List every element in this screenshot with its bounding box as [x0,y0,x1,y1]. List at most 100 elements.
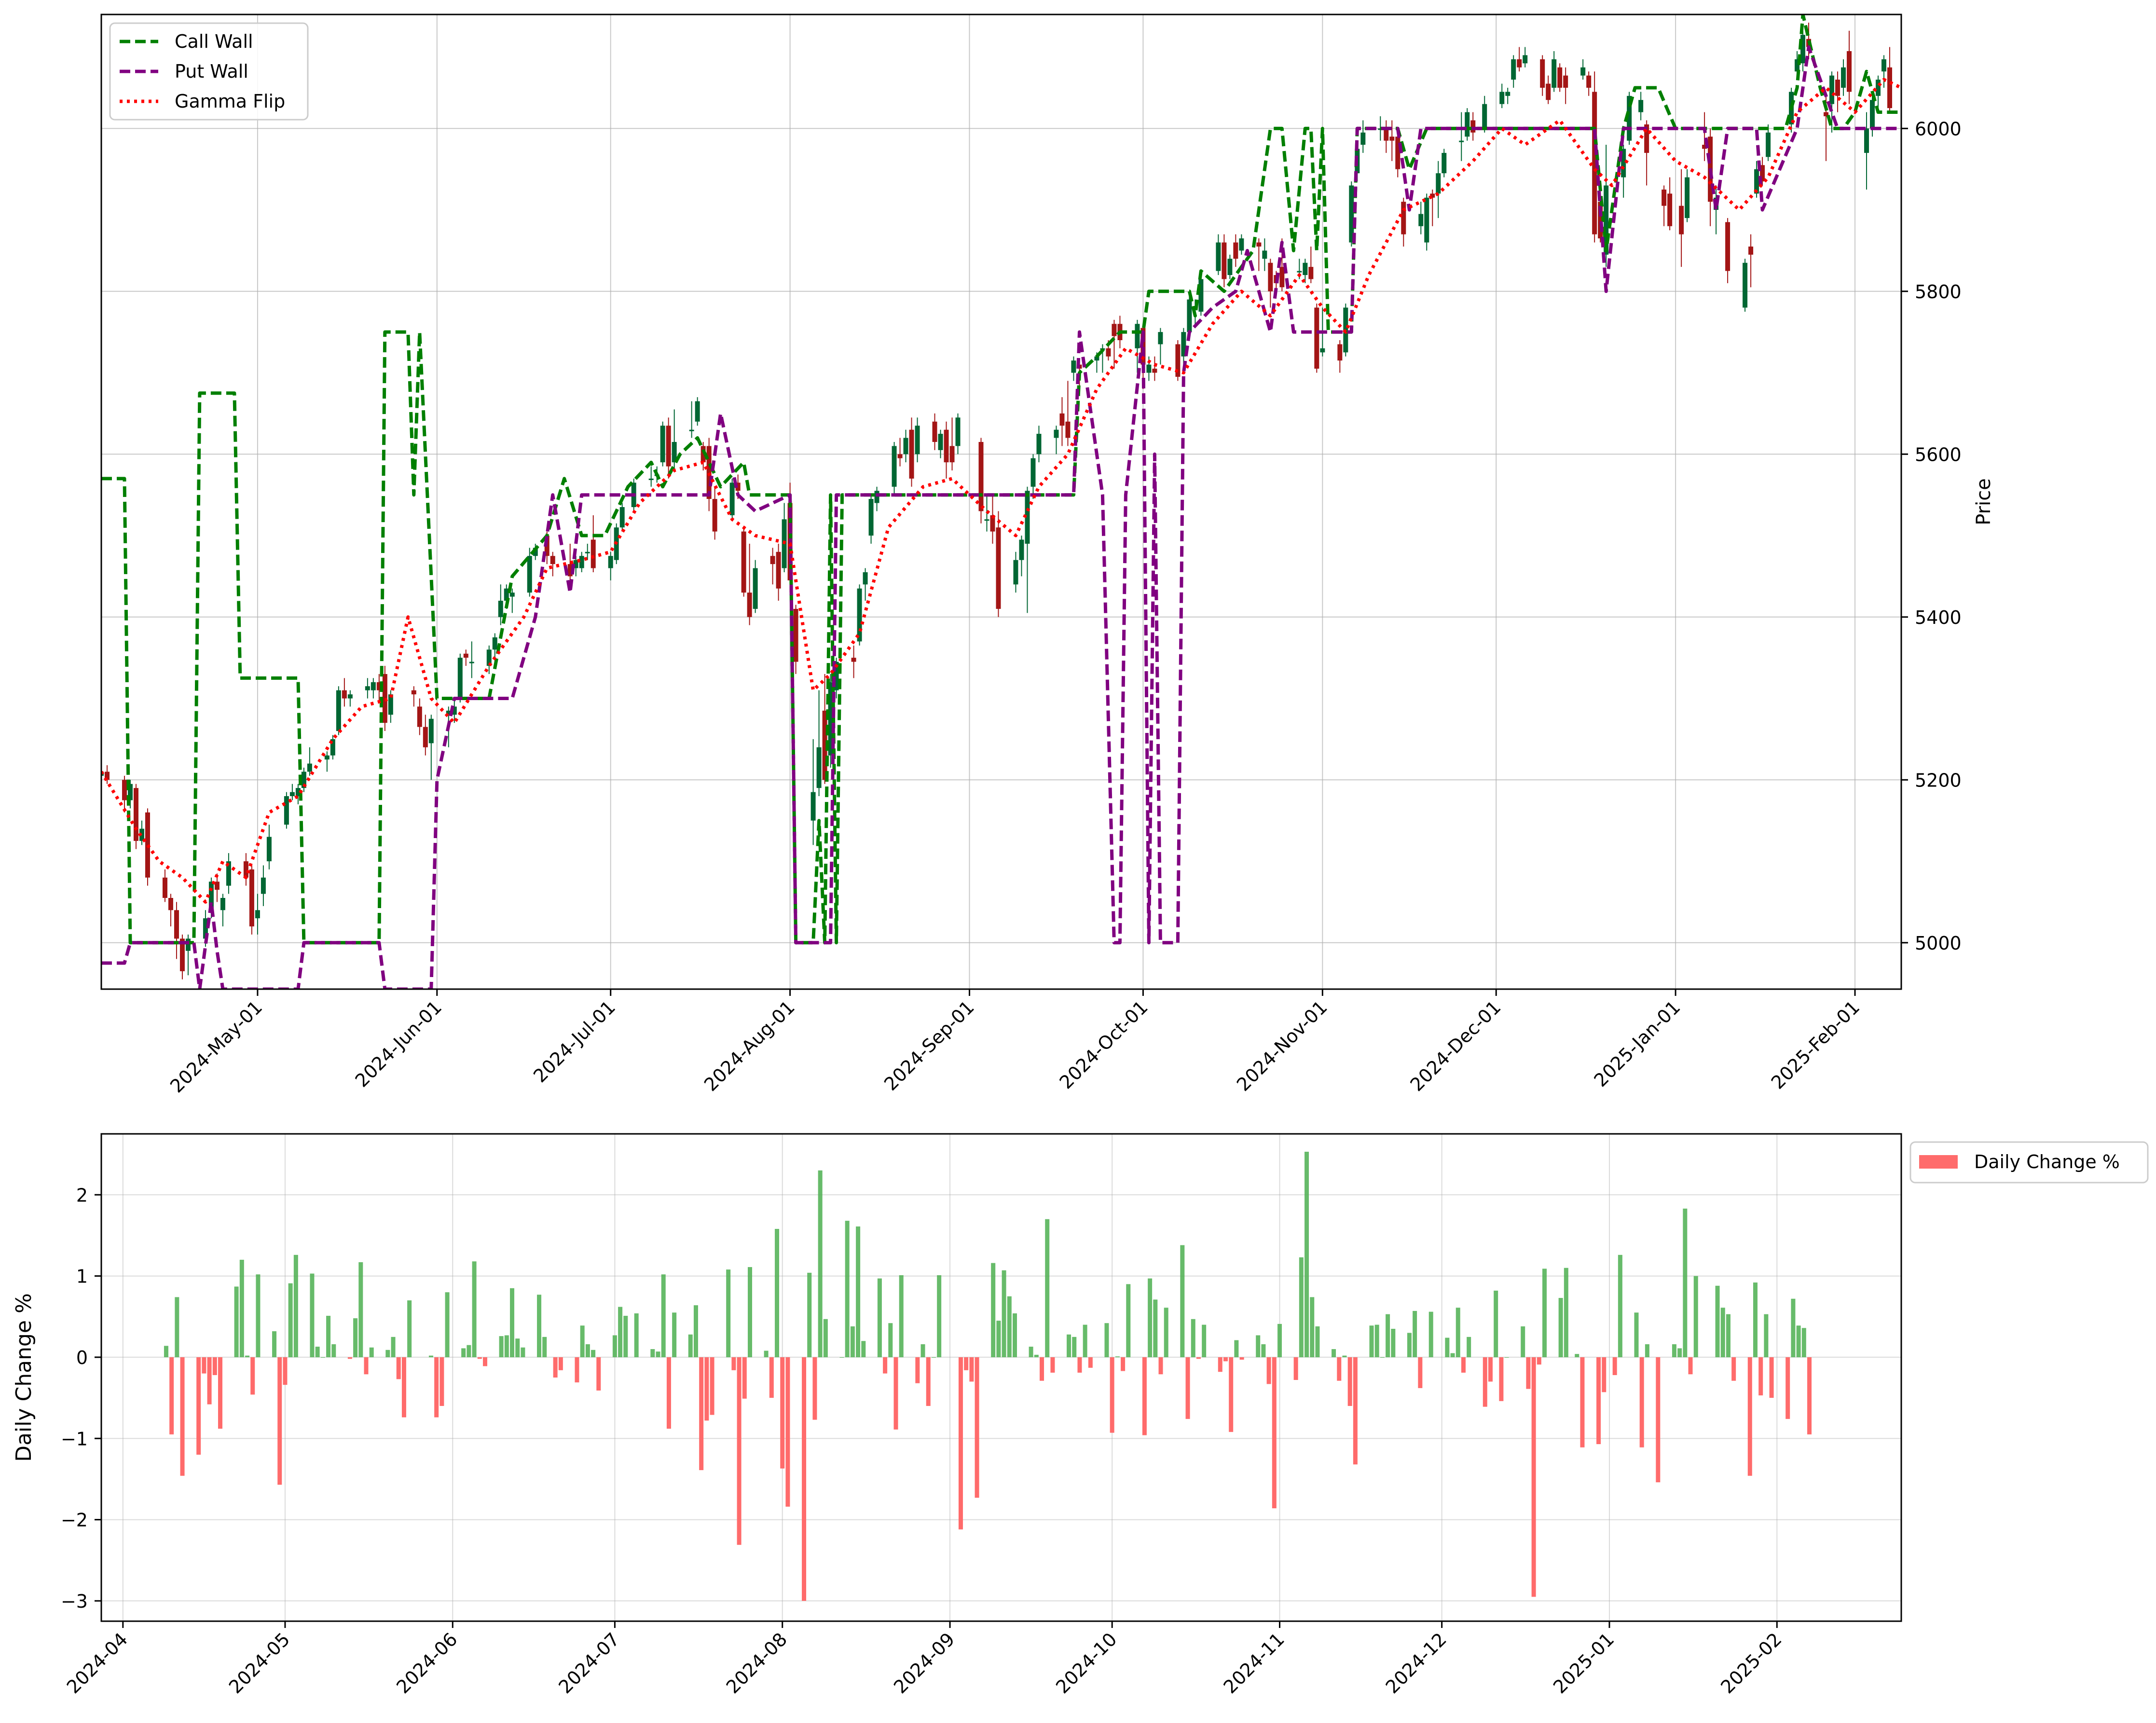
daily-change-bar [1337,1357,1342,1381]
daily-change-bar [1158,1357,1163,1375]
daily-change-bar [1305,1152,1309,1357]
candle-body [1795,59,1800,72]
daily-change-plot-frame [100,1133,1902,1622]
daily-change-bar [699,1357,704,1470]
daily-change-bar [823,1319,828,1357]
candle-body [822,710,827,780]
daily-change-bar [893,1357,898,1430]
price-y-tick-label: 6000 [1915,118,1962,139]
candle-body [1725,222,1730,271]
candle-body [1887,67,1893,109]
daily-change-bar [331,1344,336,1357]
candle-body [1054,429,1059,438]
candle-body [1702,145,1707,149]
daily-change-bar [1531,1357,1536,1597]
daily-change-bar [661,1274,666,1357]
daily-change-bar [575,1357,579,1383]
daily-change-bar [818,1170,823,1357]
candle-body [1239,238,1244,251]
daily-change-bar [845,1221,850,1357]
daily-change-bar [272,1331,277,1357]
candle-body [1279,267,1285,288]
candle-body [1262,250,1267,259]
candle-body [695,401,700,422]
daily-change-bar [1504,1357,1509,1358]
daily-change-bar [726,1269,731,1357]
daily-change-bar [1488,1357,1493,1382]
candle-body [1598,202,1603,239]
daily-change-bar [1218,1357,1222,1372]
daily-change-bar [1029,1347,1033,1357]
candle-body [1401,202,1406,234]
daily-change-bar [1801,1328,1806,1357]
daily-change-bar [175,1297,179,1357]
daily-change-bar [428,1355,433,1357]
candle-body [1297,271,1302,273]
daily-change-bar [1342,1355,1347,1357]
candle-body [1106,348,1111,357]
candle-body [486,649,492,666]
candle-body [1389,137,1395,141]
daily-change-bar [358,1262,363,1357]
candle-body [261,877,266,894]
daily-change-bar [1807,1357,1812,1434]
candle-body [1580,67,1586,76]
candle-body [388,694,393,715]
candle-body [463,653,468,658]
daily-change-bar [969,1357,974,1382]
daily-change-bar [1753,1282,1758,1357]
candle-body [428,718,434,744]
daily-change-y-tick-label: −3 [61,1591,88,1612]
candle-body [1604,185,1609,255]
daily-change-bar [958,1357,963,1530]
daily-change-y-tick-label: −1 [61,1428,88,1449]
daily-change-bar [553,1357,558,1378]
candle-body [301,772,306,788]
candle-body [949,446,955,463]
daily-change-legend-label: Daily Change % [1974,1151,2120,1172]
daily-change-bar [445,1292,450,1357]
daily-change-bar [472,1261,477,1357]
candle-body [1036,434,1042,455]
daily-change-bar [1299,1257,1304,1357]
candle-body [1065,421,1071,438]
daily-change-bar [964,1357,969,1370]
daily-change-bar [1050,1357,1055,1373]
daily-change-bar [1223,1357,1228,1362]
daily-change-bar [169,1357,174,1434]
daily-change-bar [477,1357,482,1359]
candle-body [1766,132,1771,157]
candle-body [712,499,717,532]
price-plot-area [101,14,1901,989]
daily-change-bar [1726,1314,1730,1357]
candle-body [984,519,989,521]
candle-body [1800,35,1806,64]
candle-body [1465,112,1470,137]
candle-body [1621,149,1626,178]
candle-body [1418,214,1424,226]
candle-body [1864,128,1869,153]
daily-change-bar [1461,1357,1466,1373]
daily-change-bar [731,1357,736,1370]
candle-body [729,482,735,515]
daily-change-bar [1693,1276,1698,1357]
candle-body [1552,59,1557,88]
daily-change-bar [856,1226,861,1357]
candle-body [243,861,248,878]
candle-body [978,441,984,511]
candle-body [533,548,538,556]
daily-change-bar [558,1357,563,1370]
daily-change-bar [937,1275,942,1357]
daily-change-bar [315,1347,320,1357]
candle-body [452,706,457,715]
daily-change-bar [283,1357,288,1385]
daily-change-bar [850,1326,855,1357]
daily-change-bar [1618,1254,1622,1357]
candle-body [834,662,839,690]
daily-change-bar [218,1357,222,1429]
candle-body [1662,189,1667,206]
daily-change-bar [585,1344,590,1357]
daily-change-bar [542,1337,547,1357]
daily-change-bar [1332,1349,1336,1357]
candle-body [1059,413,1065,426]
